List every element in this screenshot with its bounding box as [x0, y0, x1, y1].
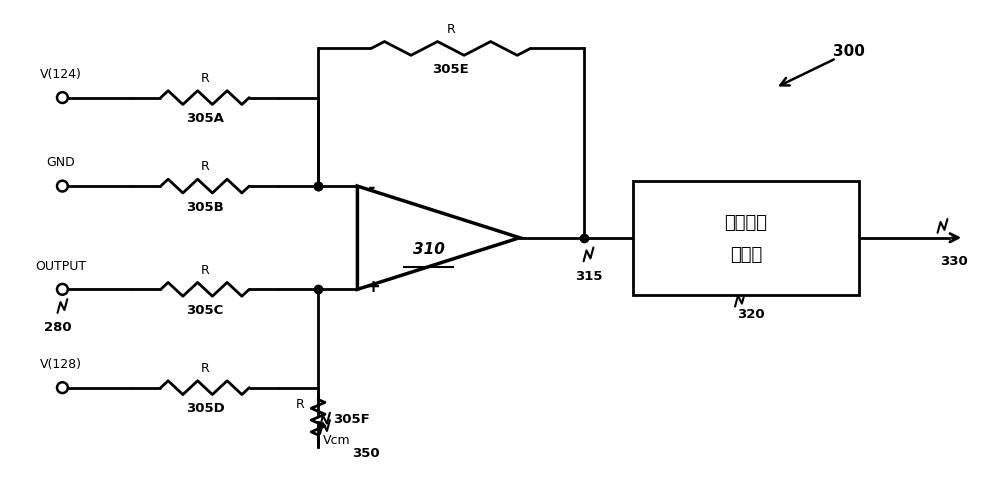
FancyBboxPatch shape	[633, 180, 859, 294]
Text: 330: 330	[940, 256, 968, 268]
Text: 峰値电压: 峰値电压	[724, 214, 767, 232]
Text: +: +	[365, 278, 380, 296]
Text: GND: GND	[46, 156, 75, 170]
Text: 320: 320	[737, 308, 765, 320]
Text: V(128): V(128)	[39, 358, 81, 371]
Text: 305B: 305B	[186, 201, 224, 214]
Text: OUTPUT: OUTPUT	[35, 260, 86, 272]
Text: 310: 310	[413, 242, 445, 257]
Text: 350: 350	[352, 446, 380, 460]
Text: R: R	[296, 398, 304, 411]
Text: 315: 315	[575, 270, 602, 283]
Text: 检测器: 检测器	[730, 246, 762, 264]
Text: R: R	[201, 264, 209, 276]
Text: 305C: 305C	[186, 304, 224, 317]
Text: R: R	[446, 22, 455, 36]
Text: 305A: 305A	[186, 112, 224, 126]
Text: R: R	[201, 160, 209, 173]
Text: 280: 280	[44, 321, 71, 334]
Text: 305F: 305F	[333, 413, 370, 426]
Text: 305E: 305E	[432, 63, 469, 76]
Text: Vcm: Vcm	[323, 434, 351, 447]
Text: R: R	[201, 362, 209, 375]
Text: V(124): V(124)	[40, 68, 81, 81]
Text: R: R	[201, 72, 209, 85]
Text: -: -	[368, 179, 376, 197]
Text: 300: 300	[833, 44, 865, 59]
Text: 305D: 305D	[186, 402, 224, 415]
